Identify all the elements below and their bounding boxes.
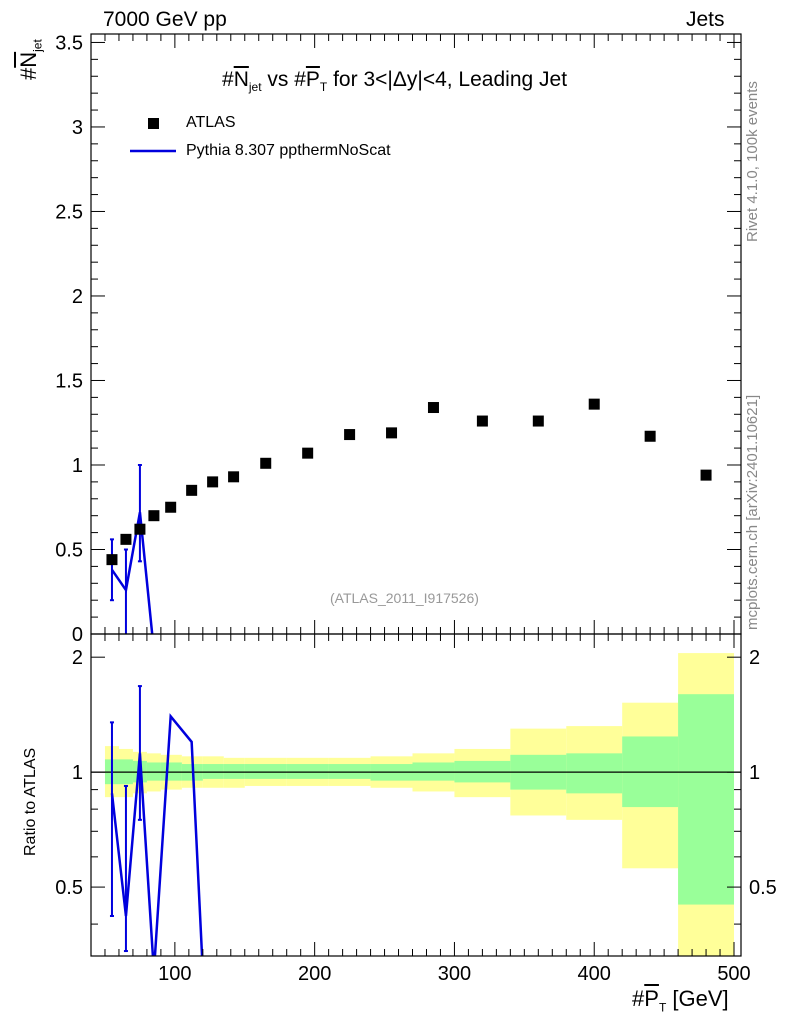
x-tick-label: 400	[578, 963, 611, 985]
y-tick-label-top: 3.5	[55, 32, 83, 54]
y-axis-label-ratio: Ratio to ATLAS	[22, 747, 39, 856]
data-point	[476, 415, 488, 427]
ratio-band-inner	[566, 753, 623, 794]
y-tick-label-top: 2.5	[55, 201, 83, 223]
ratio-band-inner	[286, 764, 329, 779]
legend-marker-atlas	[148, 118, 159, 129]
ratio-band-group	[104, 653, 735, 956]
data-point	[700, 469, 712, 481]
ratio-band-inner	[223, 764, 245, 779]
y-tick-label-top: 1	[72, 455, 83, 477]
ratio-band-inner	[244, 764, 287, 779]
header-right: Jets	[686, 8, 725, 31]
data-point	[207, 476, 219, 488]
data-point	[588, 398, 600, 410]
mc-line	[110, 512, 154, 634]
data-point	[427, 402, 439, 414]
data-point	[260, 457, 272, 469]
data-point	[186, 484, 198, 496]
y-tick-label-top: 0	[72, 624, 83, 646]
y-tick-label-ratio-left: 0.5	[55, 877, 83, 899]
x-tick-label: 500	[717, 963, 750, 985]
data-point	[165, 501, 177, 513]
data-point	[134, 523, 146, 535]
ratio-band-inner	[328, 764, 371, 779]
x-tick-label: 200	[298, 963, 331, 985]
data-point	[228, 471, 240, 483]
x-tick-label: 300	[438, 963, 471, 985]
ratio-band-inner	[202, 764, 224, 779]
data-point	[644, 430, 656, 442]
legend-label-pythia: Pythia 8.307 ppthermNoScat	[186, 142, 391, 159]
data-point	[106, 554, 118, 566]
ratio-band-inner	[678, 694, 735, 905]
header-left: 7000 GeV pp	[103, 8, 227, 31]
ratio-panel-frame	[90, 633, 742, 957]
data-point	[532, 415, 544, 427]
y-tick-label-top: 3	[72, 117, 83, 139]
y-tick-label-ratio-right: 0.5	[749, 877, 777, 899]
y-tick-label-ratio-right: 1	[749, 762, 760, 784]
analysis-source-label: (ATLAS_2011_I917526)	[330, 590, 479, 606]
plot-title: #Njet vs #PT for 3<|Δy|<4, Leading Jet	[222, 68, 568, 95]
data-point	[386, 427, 398, 439]
y-tick-label-top: 0.5	[55, 539, 83, 561]
y-tick-label-ratio-left: 2	[72, 647, 83, 669]
data-point	[344, 429, 356, 441]
side-label-rivet: Rivet 4.1.0, 100k events	[744, 81, 761, 242]
data-point	[148, 510, 160, 522]
side-label-mcplots: mcplots.cern.ch [arXiv:2401.10621]	[744, 394, 761, 630]
y-tick-label-top: 1.5	[55, 370, 83, 392]
legend-label-atlas: ATLAS	[186, 114, 236, 131]
data-point	[120, 533, 132, 545]
x-axis-label: #PT [GeV]	[632, 986, 729, 1015]
data-point	[302, 447, 314, 459]
y-axis-label-top: #Njet	[16, 39, 45, 80]
x-tick-label: 100	[158, 963, 191, 985]
y-tick-label-ratio-right: 2	[749, 647, 760, 669]
y-tick-label-ratio-left: 1	[72, 762, 83, 784]
y-tick-label-top: 2	[72, 286, 83, 308]
